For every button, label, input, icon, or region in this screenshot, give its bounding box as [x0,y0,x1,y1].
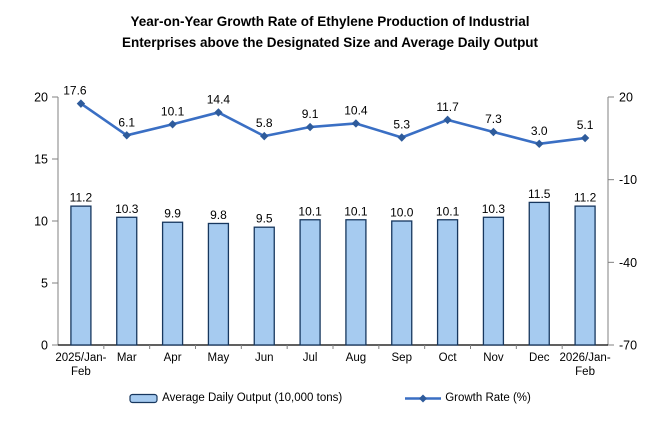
bar-value-label: 11.5 [528,187,551,201]
bar-value-label: 9.5 [256,212,273,226]
line-value-label: 17.6 [63,84,87,98]
line-value-label: 5.1 [577,118,594,132]
chart-title: Year-on-Year Growth Rate of Ethylene Pro… [0,11,660,53]
bar-series-swatch [129,393,158,403]
line-value-label: 9.1 [302,107,319,121]
line-marker [76,99,86,108]
line-marker [122,131,131,140]
bar-value-label: 10.1 [344,204,368,218]
bar [161,221,184,346]
line-value-label: 5.8 [256,116,273,130]
right-axis-tick-label: 20 [619,91,633,105]
x-axis-label: Feb [575,366,595,378]
bar [207,222,230,346]
chart-plot-area: 0 5 10 15 20 -70 -40 -10 20 2025/Jan- Feb Mar Apr May… [34,84,637,378]
line-value-label: 6.1 [118,115,135,129]
right-axis-tick-label: -40 [619,256,637,270]
chart-legend: Average Daily Output (10,000 tons) Growt… [0,392,660,404]
line-marker [397,133,406,142]
chart-title-line2: Enterprises above the Designated Size an… [121,35,539,50]
bar-value-label: 11.2 [574,191,597,205]
bar-value-label: 10.1 [298,204,322,218]
left-axis-tick-label: 20 [34,91,48,105]
line-marker [214,108,223,117]
x-axis-label: 2026/Jan- [560,352,611,364]
bar-value-label: 9.8 [210,208,227,222]
bar [345,219,367,346]
bar-value-label: 10.1 [436,204,460,218]
line-value-label: 10.1 [161,104,185,118]
bar [528,201,550,346]
line-value-label: 14.4 [207,92,231,106]
line-marker [489,127,498,137]
line-value-label: 10.4 [344,103,368,117]
bar [482,216,505,346]
bar [436,219,459,346]
line-value-label: 7.3 [485,112,502,126]
legend-item-average-daily-output: Average Daily Output (10,000 tons) [129,392,342,404]
left-axis-tick-label: 15 [34,153,48,167]
bar [574,205,596,346]
growth-rate-line [79,102,587,146]
chart-title-line1: Year-on-Year Growth Rate of Ethylene Pro… [130,14,530,29]
left-axis-tick-label: 0 [41,339,48,353]
line-value-label: 11.7 [436,100,459,114]
line-marker [351,119,361,128]
x-axis-label: Dec [529,352,550,364]
line-marker [443,115,452,125]
left-axis-tick-label: 5 [41,277,48,291]
x-axis-label: Apr [164,352,182,364]
x-axis-label: Aug [346,352,366,364]
x-axis-label: Nov [483,352,504,364]
right-axis-tick-label: -70 [619,339,637,353]
line-marker [168,120,177,129]
x-axis-label: Oct [439,352,458,364]
x-axis-label: May [208,352,230,364]
legend-label-growth-rate: Growth Rate (%) [445,392,531,404]
bar-value-label: 10.3 [482,202,506,216]
bar [70,205,92,346]
right-axis-tick-label: -10 [619,173,637,187]
bar [116,216,138,346]
left-axis-tick-label: 10 [34,215,48,229]
line-marker [260,131,269,141]
bar-value-label: 10.3 [115,202,139,216]
x-axis-label: Jun [255,352,274,364]
line-value-label: 3.0 [531,124,548,138]
x-axis-label: Feb [71,366,91,378]
legend-item-growth-rate: Growth Rate (%) [404,392,531,404]
legend-label-average-daily-output: Average Daily Output (10,000 tons) [162,392,343,404]
x-axis-label: Mar [117,352,137,364]
line-value-label: 5.3 [393,118,410,132]
line-marker [535,139,544,149]
bar-value-label: 10.0 [390,206,414,220]
x-axis-label: 2025/Jan- [55,352,106,364]
bar-value-label: 11.2 [70,191,93,205]
x-axis-label: Jul [303,352,318,364]
bar [299,219,321,346]
bar [253,226,275,346]
bar-value-label: 9.9 [164,207,181,221]
line-marker [580,133,590,143]
bar [391,220,413,346]
line-marker [305,122,315,132]
x-axis-label: Sep [392,352,412,364]
line-series-swatch [405,394,442,402]
